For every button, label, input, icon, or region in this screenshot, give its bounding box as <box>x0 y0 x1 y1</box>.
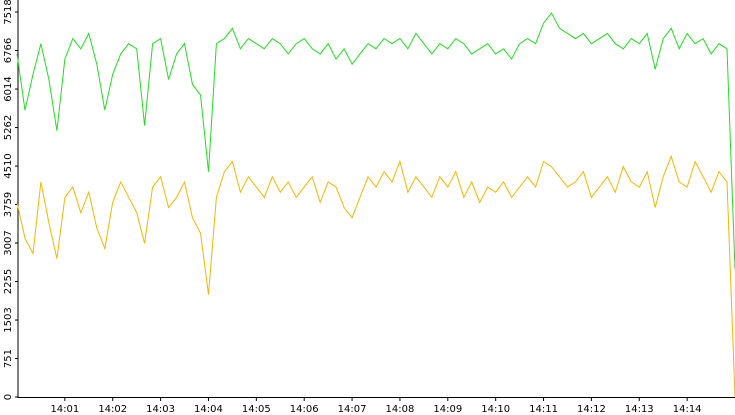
y-tick-label: 3007 <box>3 230 14 255</box>
x-tick-label: 14:14 <box>673 404 702 415</box>
y-tick-label: 6014 <box>3 76 14 101</box>
x-tick-label: 14:01 <box>50 404 79 415</box>
series-line <box>16 154 735 398</box>
y-tick-label: 6766 <box>3 38 14 63</box>
y-tick-label: 751 <box>3 349 14 368</box>
x-tick-label: 14:11 <box>529 404 558 415</box>
x-tick-label: 14:06 <box>290 404 319 415</box>
series-line <box>16 12 735 270</box>
x-tick-label: 14:02 <box>98 404 127 415</box>
y-tick-label: 2255 <box>3 269 14 294</box>
x-tick-label: 14:12 <box>577 404 606 415</box>
x-tick-label: 14:10 <box>481 404 510 415</box>
x-tick-label: 14:04 <box>194 404 223 415</box>
y-tick-label: 5262 <box>3 115 14 140</box>
x-tick-label: 14:08 <box>386 404 415 415</box>
x-tick-label: 14:07 <box>338 404 367 415</box>
x-tick-label: 14:03 <box>146 404 175 415</box>
y-tick-label: 4510 <box>3 153 14 178</box>
y-tick-label: 3759 <box>3 192 14 217</box>
x-tick-label: 14:05 <box>242 404 271 415</box>
y-tick-label: 0 <box>3 394 14 400</box>
x-tick-label: 14:13 <box>625 404 654 415</box>
x-tick-label: 14:09 <box>433 404 462 415</box>
y-tick-label: 7518 <box>3 0 14 25</box>
y-tick-label: 1503 <box>3 307 14 332</box>
